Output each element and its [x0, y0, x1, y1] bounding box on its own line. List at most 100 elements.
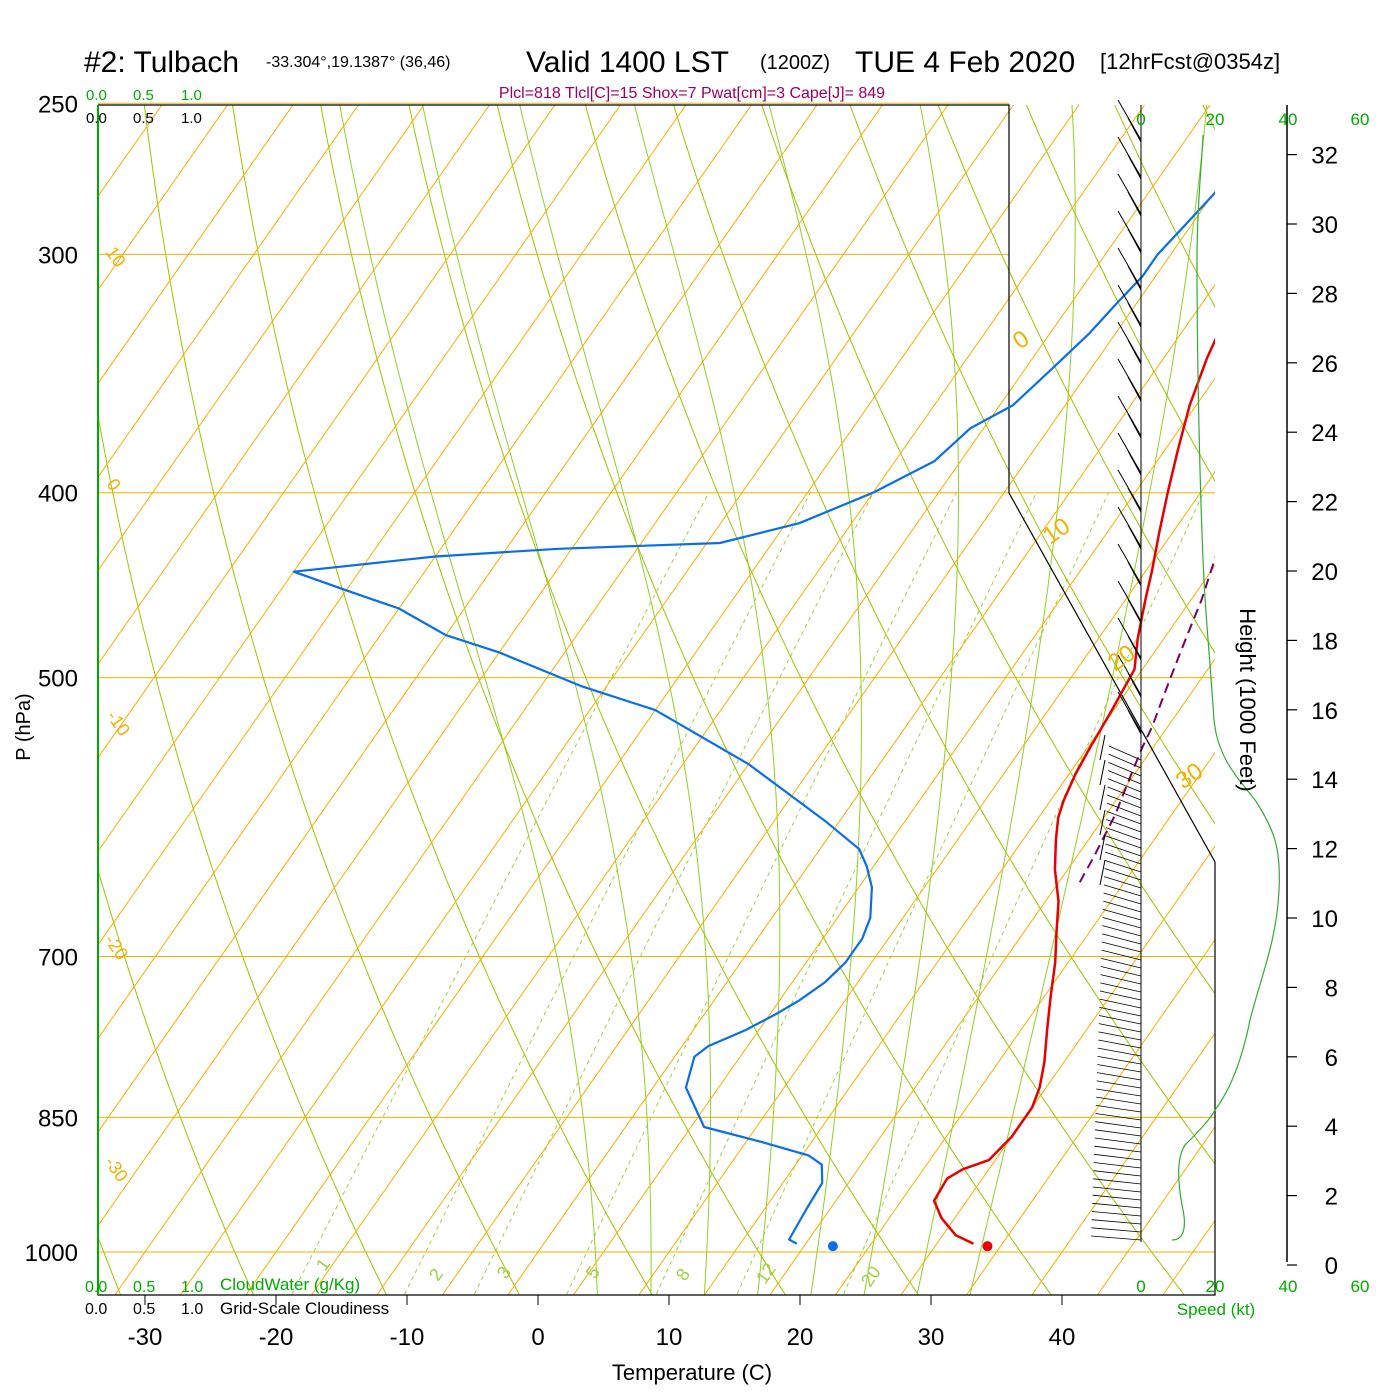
height-tick-label: 32 — [1311, 143, 1338, 170]
pressure-tick-label: 250 — [38, 91, 78, 118]
wind-barb — [1092, 1202, 1142, 1209]
valid-zulu: (1200Z) — [760, 52, 830, 74]
wind-barb — [1104, 868, 1142, 881]
isotherm-line — [98, 105, 229, 291]
cloud-tick-label: 0.5 — [133, 110, 154, 127]
wind-barb — [1127, 265, 1142, 291]
temperature-tick-label: -20 — [259, 1324, 294, 1351]
dry-adiabat-line — [1360, 69, 1400, 1315]
speed-tick-label: 40 — [1279, 1277, 1298, 1296]
temperature-tick-label: 0 — [531, 1324, 544, 1351]
height-tick-label: 22 — [1311, 490, 1338, 517]
cloud-tick-label: 1.0 — [181, 1301, 203, 1318]
mixing-ratio-line — [655, 492, 1037, 1295]
temperature-axis-label: Temperature (C) — [612, 1360, 772, 1385]
mixing-ratio-label: 1 — [312, 1255, 334, 1275]
surface-dewpoint-marker — [827, 1241, 838, 1252]
wind-barb — [1096, 1088, 1142, 1097]
wind-barb — [1127, 376, 1142, 402]
wind-barb — [1096, 1096, 1142, 1105]
cloud-tick-label: 0.5 — [133, 1301, 155, 1318]
moist-adiabat-line — [916, 105, 1076, 1295]
pressure-tick-label: 850 — [38, 1105, 78, 1132]
dry-adiabat-line — [673, 105, 1215, 1165]
wind-barb — [1104, 859, 1142, 873]
wind-barb — [1105, 827, 1142, 841]
speed-tick-label: 20 — [1206, 110, 1225, 129]
wind-barb — [1106, 819, 1142, 833]
dry-adiabats — [98, 69, 1400, 1315]
isotherm-line — [572, 377, 1215, 1295]
surface-temperature-marker — [982, 1241, 993, 1252]
station-coords: -33.304°,19.1387° (36,46) — [266, 54, 450, 71]
wind-barb — [1106, 810, 1142, 825]
isotherm-line — [965, 938, 1215, 1295]
height-tick-label: 20 — [1311, 559, 1338, 586]
wind-barbs — [1090, 99, 1142, 1241]
mixing-ratio-line — [291, 492, 710, 1295]
wind-barb-flag — [1099, 734, 1106, 761]
height-tick-label: 8 — [1325, 975, 1338, 1002]
series-parcel-line — [1078, 555, 1215, 883]
height-tick-label: 14 — [1311, 767, 1338, 794]
valid-time: Valid 1400 LST — [526, 46, 729, 79]
wind-barb — [1108, 753, 1142, 769]
dry-adiabat-line — [1202, 105, 1215, 131]
isotherm-line — [310, 105, 1146, 1295]
wind-barb — [1091, 1211, 1142, 1217]
height-tick-label: 24 — [1311, 420, 1338, 447]
pressure-tick-label: 400 — [38, 481, 78, 508]
wind-barb — [1094, 1145, 1142, 1153]
speed-axis-label: Speed (kt) — [1177, 1300, 1255, 1319]
moist-adiabats — [339, 105, 1208, 1295]
wind-barb — [1107, 778, 1142, 793]
wind-barb — [1096, 1080, 1142, 1089]
wind-barb — [1127, 524, 1142, 550]
mixing-ratio-label: 5 — [582, 1263, 604, 1283]
dry-adiabat-line — [320, 105, 787, 1295]
height-axis-label: Height (1000 Feet) — [1235, 608, 1260, 791]
cloud-tick-label: 1.0 — [181, 87, 202, 104]
wind-barb — [1095, 1113, 1142, 1121]
cloudiness-label: Grid-Scale Cloudiness — [220, 1299, 389, 1318]
pressure-tick-label: 700 — [38, 944, 78, 971]
isotherm-line — [507, 283, 1215, 1295]
pressure-tick-label: 500 — [38, 666, 78, 693]
valid-date: TUE 4 Feb 2020 — [855, 46, 1075, 79]
temperature-axis: -30 -20 -10 0 10 20 30 40 — [128, 1295, 1075, 1351]
height-tick-label: 26 — [1311, 351, 1338, 378]
isotherm-line — [98, 105, 360, 478]
forecast-label: [12hrFcst@0354z] — [1100, 49, 1280, 74]
wind-barb — [1102, 925, 1142, 937]
wind-barb — [1092, 1194, 1142, 1201]
isotherm-line — [834, 751, 1215, 1295]
speed-tick-label: 60 — [1351, 1277, 1370, 1296]
wind-barb — [1101, 957, 1142, 969]
height-tick-label: 6 — [1325, 1045, 1338, 1072]
wind-barb — [1127, 450, 1142, 476]
dry-adiabat-line — [496, 105, 1052, 1295]
isotherm-line — [703, 564, 1215, 1295]
wind-barb — [1098, 1039, 1142, 1049]
wind-barb — [1127, 672, 1142, 698]
cloud-tick-label: 1.0 — [181, 1279, 203, 1296]
pressure-tick-label: 300 — [38, 242, 78, 269]
cloud-tick-label: 0.5 — [133, 1279, 155, 1296]
temperature-tick-label: 30 — [918, 1324, 945, 1351]
wind-barb — [1107, 794, 1142, 809]
dry-adiabat-line — [584, 105, 1185, 1295]
moist-adiabat-line — [768, 105, 862, 1295]
plot-frame — [97, 104, 1216, 1296]
wind-barb — [1093, 1162, 1142, 1169]
isotherm-line — [98, 105, 425, 572]
wind-barb-flag — [1099, 784, 1106, 811]
isotherm-label: 0 — [1008, 325, 1034, 355]
isotherm-line — [441, 190, 1215, 1295]
isotherm-line — [114, 105, 949, 1295]
isotherm-line — [98, 105, 556, 759]
wind-barb — [1127, 154, 1142, 180]
wind-barb — [1093, 1153, 1142, 1161]
wind-barb — [1093, 1170, 1142, 1177]
moist-adiabat-line — [633, 105, 781, 1295]
